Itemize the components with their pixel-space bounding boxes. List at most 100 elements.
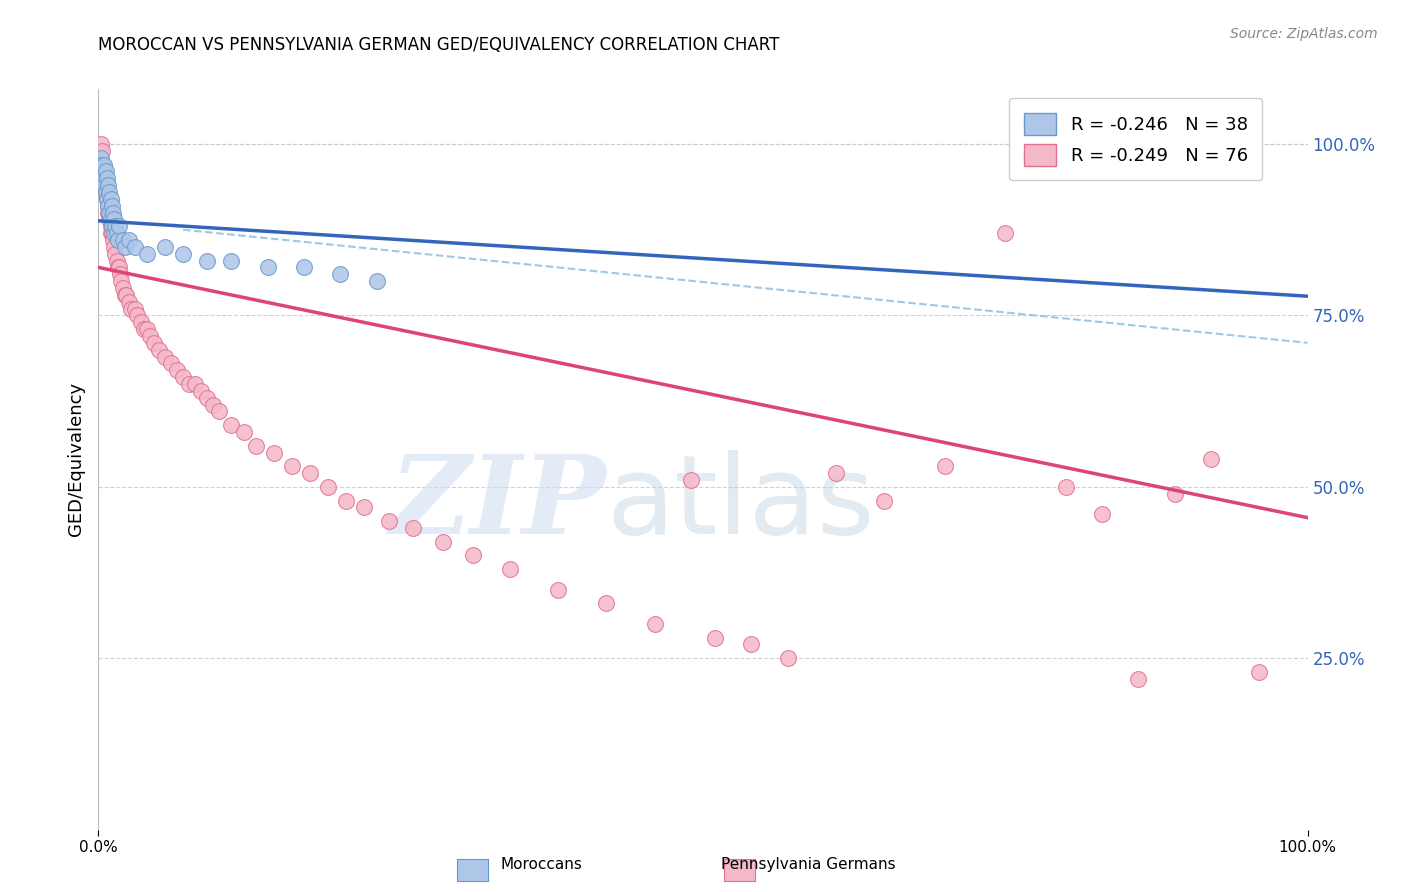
Point	[1128, 672, 1150, 686]
Point	[776, 651, 799, 665]
Point	[97, 199, 120, 213]
Point	[994, 226, 1017, 240]
Point	[1249, 665, 1271, 679]
Point	[195, 391, 218, 405]
Point	[107, 260, 129, 275]
Point	[98, 212, 121, 227]
Point	[101, 233, 124, 247]
Point	[94, 164, 117, 178]
Point	[166, 363, 188, 377]
Point	[107, 233, 129, 247]
Point	[104, 219, 127, 234]
Point	[105, 226, 128, 240]
Point	[134, 322, 156, 336]
Point	[100, 192, 122, 206]
Point	[120, 301, 142, 316]
Text: Pennsylvania Germans: Pennsylvania Germans	[721, 857, 896, 872]
Point	[740, 637, 762, 651]
Point	[195, 253, 218, 268]
Point	[94, 178, 117, 193]
Point	[184, 376, 207, 391]
Point	[432, 534, 454, 549]
Point	[103, 240, 125, 254]
Point	[91, 164, 114, 178]
Point	[263, 445, 285, 459]
Point	[90, 151, 112, 165]
Text: Source: ZipAtlas.com: Source: ZipAtlas.com	[1230, 27, 1378, 41]
Point	[103, 226, 125, 240]
Point	[547, 582, 569, 597]
Point	[316, 480, 339, 494]
Point	[245, 439, 267, 453]
Point	[108, 268, 131, 282]
Point	[93, 178, 115, 193]
Point	[353, 500, 375, 515]
Point	[110, 274, 132, 288]
Point	[292, 260, 315, 275]
Point	[100, 226, 122, 240]
Point	[202, 398, 225, 412]
Point	[172, 370, 194, 384]
Point	[153, 350, 176, 364]
Point	[100, 199, 122, 213]
Point	[100, 212, 122, 227]
Point	[377, 514, 399, 528]
Y-axis label: GED/Equivalency: GED/Equivalency	[66, 383, 84, 536]
Point	[825, 466, 848, 480]
Point	[402, 521, 425, 535]
Point	[93, 164, 115, 178]
Point	[160, 356, 183, 370]
Point	[104, 246, 127, 260]
Point	[299, 466, 322, 480]
Point	[103, 212, 125, 227]
Text: atlas: atlas	[606, 450, 875, 558]
Point	[100, 219, 122, 234]
Point	[96, 192, 118, 206]
Point	[1199, 452, 1222, 467]
Point	[91, 158, 114, 172]
Point	[139, 329, 162, 343]
Point	[498, 562, 520, 576]
Point	[644, 616, 666, 631]
Point	[98, 205, 121, 219]
Point	[366, 274, 388, 288]
Point	[118, 294, 141, 309]
Point	[108, 260, 131, 275]
Point	[94, 185, 117, 199]
Legend: R = -0.246   N = 38, R = -0.249   N = 76: R = -0.246 N = 38, R = -0.249 N = 76	[1010, 98, 1263, 180]
Point	[281, 459, 304, 474]
Point	[135, 246, 157, 260]
Point	[90, 136, 112, 151]
Point	[96, 192, 118, 206]
Point	[1054, 480, 1077, 494]
Point	[221, 418, 243, 433]
Point	[94, 185, 117, 199]
Point	[1091, 507, 1114, 521]
Point	[100, 219, 122, 234]
Point	[873, 493, 896, 508]
Point	[190, 384, 212, 398]
Point	[91, 171, 114, 186]
Point	[98, 185, 121, 199]
Point	[179, 376, 201, 391]
Point	[115, 288, 138, 302]
Point	[97, 199, 120, 213]
Text: ZIP: ZIP	[389, 450, 606, 558]
Point	[100, 226, 122, 240]
Point	[129, 315, 152, 329]
Point	[111, 233, 134, 247]
Point	[114, 288, 136, 302]
Point	[114, 240, 136, 254]
Point	[172, 246, 194, 260]
Point	[91, 158, 114, 172]
Point	[118, 233, 141, 247]
Point	[153, 240, 176, 254]
Text: MOROCCAN VS PENNSYLVANIA GERMAN GED/EQUIVALENCY CORRELATION CHART: MOROCCAN VS PENNSYLVANIA GERMAN GED/EQUI…	[98, 36, 780, 54]
Point	[91, 144, 114, 158]
Point	[101, 205, 124, 219]
Point	[679, 473, 702, 487]
Point	[96, 171, 118, 186]
Point	[148, 343, 170, 357]
Point	[463, 549, 485, 563]
Text: Moroccans: Moroccans	[501, 857, 582, 872]
